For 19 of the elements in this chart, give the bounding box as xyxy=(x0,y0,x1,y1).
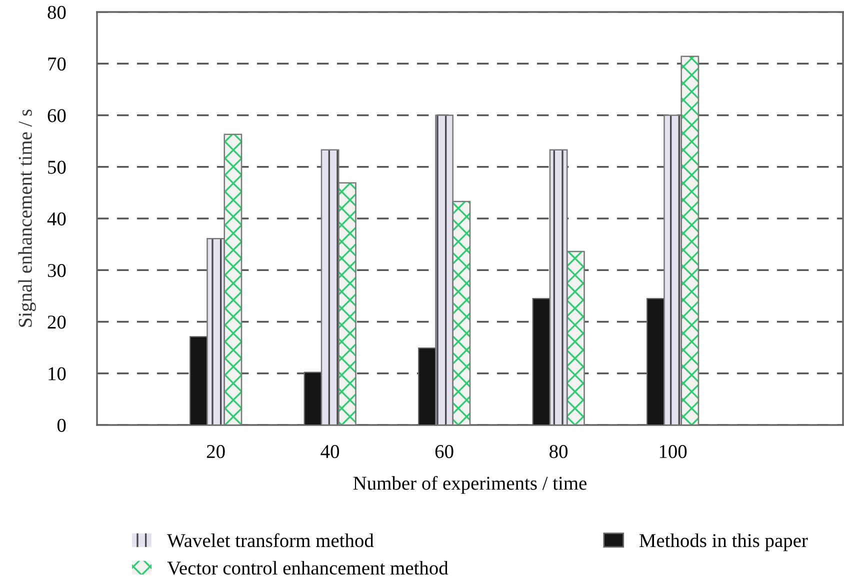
legend-label: Methods in this paper xyxy=(639,533,808,552)
y-tick-label: 60 xyxy=(48,109,66,122)
x-tick-label: 40 xyxy=(320,445,340,458)
legend-label: Wavelet transform method xyxy=(167,533,374,548)
y-tick-label: 10 xyxy=(48,367,66,380)
x-tick-label: 20 xyxy=(206,445,225,458)
y-tick-label: 20 xyxy=(48,316,66,329)
x-tick-label: 60 xyxy=(435,445,454,458)
y-tick-label: 50 xyxy=(48,160,66,174)
y-tick-label: 0 xyxy=(57,418,66,432)
x-tick-label: 100 xyxy=(660,445,687,458)
x-tick-label: 80 xyxy=(550,445,568,458)
y-axis-title: Signal enhancement time / s xyxy=(18,110,36,327)
legend-label: Vector control enhancement method xyxy=(167,560,448,575)
y-tick-label: 80 xyxy=(48,6,66,19)
y-tick-label: 40 xyxy=(47,212,66,226)
x-axis-title: Number of experiments / time xyxy=(353,476,586,494)
y-tick-label: 30 xyxy=(48,264,66,278)
y-tick-label: 70 xyxy=(48,57,66,71)
